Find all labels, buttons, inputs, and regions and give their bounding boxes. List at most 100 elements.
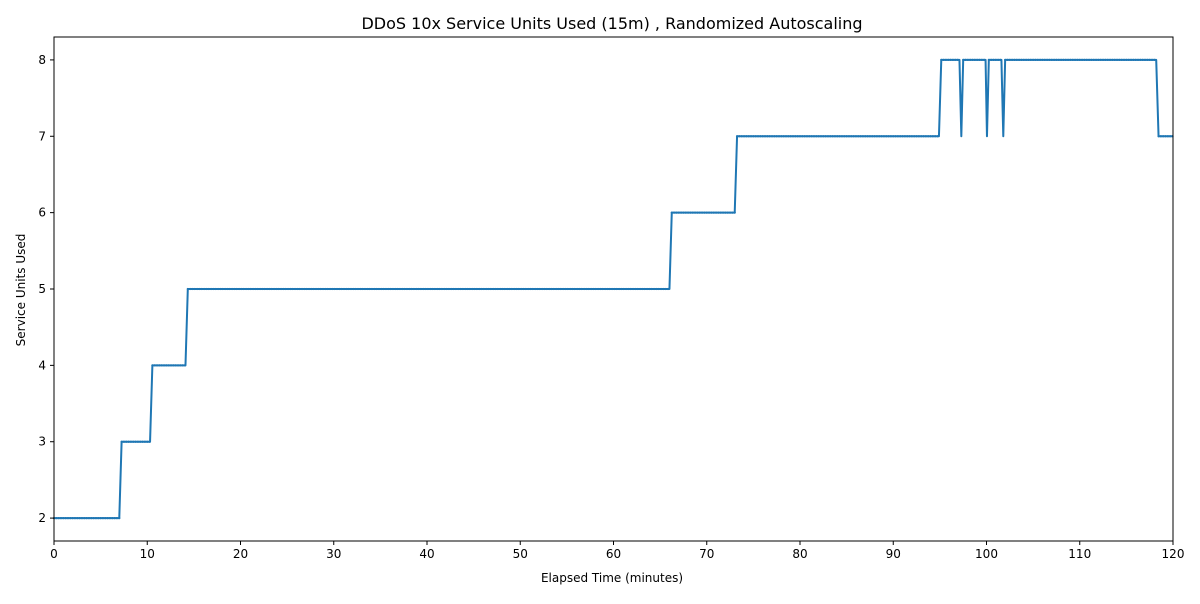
data-point <box>949 58 952 62</box>
data-point <box>871 135 874 138</box>
data-point <box>906 135 909 138</box>
data-point <box>655 287 658 291</box>
data-point <box>1078 58 1081 62</box>
data-point <box>920 135 923 138</box>
data-point <box>394 287 397 291</box>
x-tick-label: 80 <box>792 547 807 561</box>
y-tick-label: 7 <box>38 129 46 143</box>
data-point <box>724 211 727 214</box>
data-point <box>293 287 297 291</box>
data-point <box>787 135 790 138</box>
data-point <box>719 211 722 214</box>
data-point <box>580 287 583 291</box>
data-point <box>1122 58 1126 62</box>
x-tick-label: 110 <box>1068 547 1091 561</box>
data-point <box>747 135 750 138</box>
data-point <box>361 287 364 291</box>
data-point <box>494 287 497 291</box>
data-point <box>885 135 888 138</box>
data-point <box>450 287 453 291</box>
data-point <box>838 135 841 138</box>
data-point <box>1015 58 1018 62</box>
data-point <box>224 287 227 291</box>
data-point <box>1062 58 1065 62</box>
data-point <box>1050 58 1053 62</box>
data-point <box>611 287 614 291</box>
data-point <box>1069 58 1072 62</box>
data-point <box>613 287 616 291</box>
data-point <box>310 287 313 291</box>
data-point <box>183 364 187 367</box>
data-point <box>947 58 950 62</box>
data-point <box>317 287 320 291</box>
data-point <box>738 135 741 138</box>
data-point <box>387 287 390 291</box>
data-point <box>408 287 411 291</box>
data-point <box>847 135 851 138</box>
plot-frame <box>53 36 1174 542</box>
data-point <box>193 287 196 291</box>
data-point <box>962 58 965 62</box>
data-point <box>1053 58 1056 62</box>
data-point <box>345 287 348 291</box>
data-point <box>289 287 292 291</box>
data-point <box>550 287 553 291</box>
data-point <box>631 287 635 291</box>
data-point <box>473 287 476 291</box>
data-point <box>219 287 222 291</box>
data-point <box>342 287 346 291</box>
data-point <box>1041 58 1044 62</box>
data-point <box>662 287 665 291</box>
data-point <box>829 135 832 138</box>
data-point <box>836 135 839 138</box>
data-point <box>994 58 997 62</box>
data-point <box>798 135 802 138</box>
data-point <box>801 135 804 138</box>
data-point <box>852 135 855 138</box>
data-point <box>954 58 957 62</box>
data-point <box>1071 58 1074 62</box>
data-point <box>305 287 308 291</box>
data-point <box>482 287 485 291</box>
data-point <box>389 287 392 291</box>
data-point <box>461 287 464 291</box>
data-point <box>139 440 142 443</box>
data-point <box>59 516 63 520</box>
data-point <box>275 287 278 291</box>
data-point <box>1143 58 1147 62</box>
data-point <box>966 58 969 62</box>
data-point <box>627 287 630 291</box>
data-point <box>426 287 430 291</box>
data-point <box>1092 58 1095 62</box>
data-point <box>643 287 646 291</box>
data-point <box>1134 58 1137 62</box>
x-tick-label: 0 <box>50 547 58 561</box>
x-tick-label: 60 <box>606 547 621 561</box>
data-point <box>146 440 149 443</box>
data-point <box>714 211 718 214</box>
data-point <box>1125 58 1128 62</box>
data-point <box>1150 58 1154 62</box>
data-point <box>447 287 451 291</box>
data-point <box>545 287 548 291</box>
data-point <box>1060 58 1063 62</box>
data-point <box>370 287 374 291</box>
data-point <box>673 211 676 214</box>
data-point <box>1146 58 1149 62</box>
data-point <box>866 135 869 138</box>
data-point <box>412 287 416 291</box>
data-point <box>233 287 236 291</box>
data-point <box>398 287 402 291</box>
data-point <box>282 287 285 291</box>
y-axis-ticks: 2 3 4 5 6 7 8 <box>38 53 54 525</box>
data-point <box>1083 58 1086 62</box>
data-point <box>892 135 895 138</box>
data-point <box>203 287 206 291</box>
data-point <box>648 287 651 291</box>
data-point <box>228 287 231 291</box>
data-point <box>1118 58 1121 62</box>
data-point <box>356 287 360 291</box>
data-point <box>1029 58 1032 62</box>
data-point <box>186 287 189 291</box>
